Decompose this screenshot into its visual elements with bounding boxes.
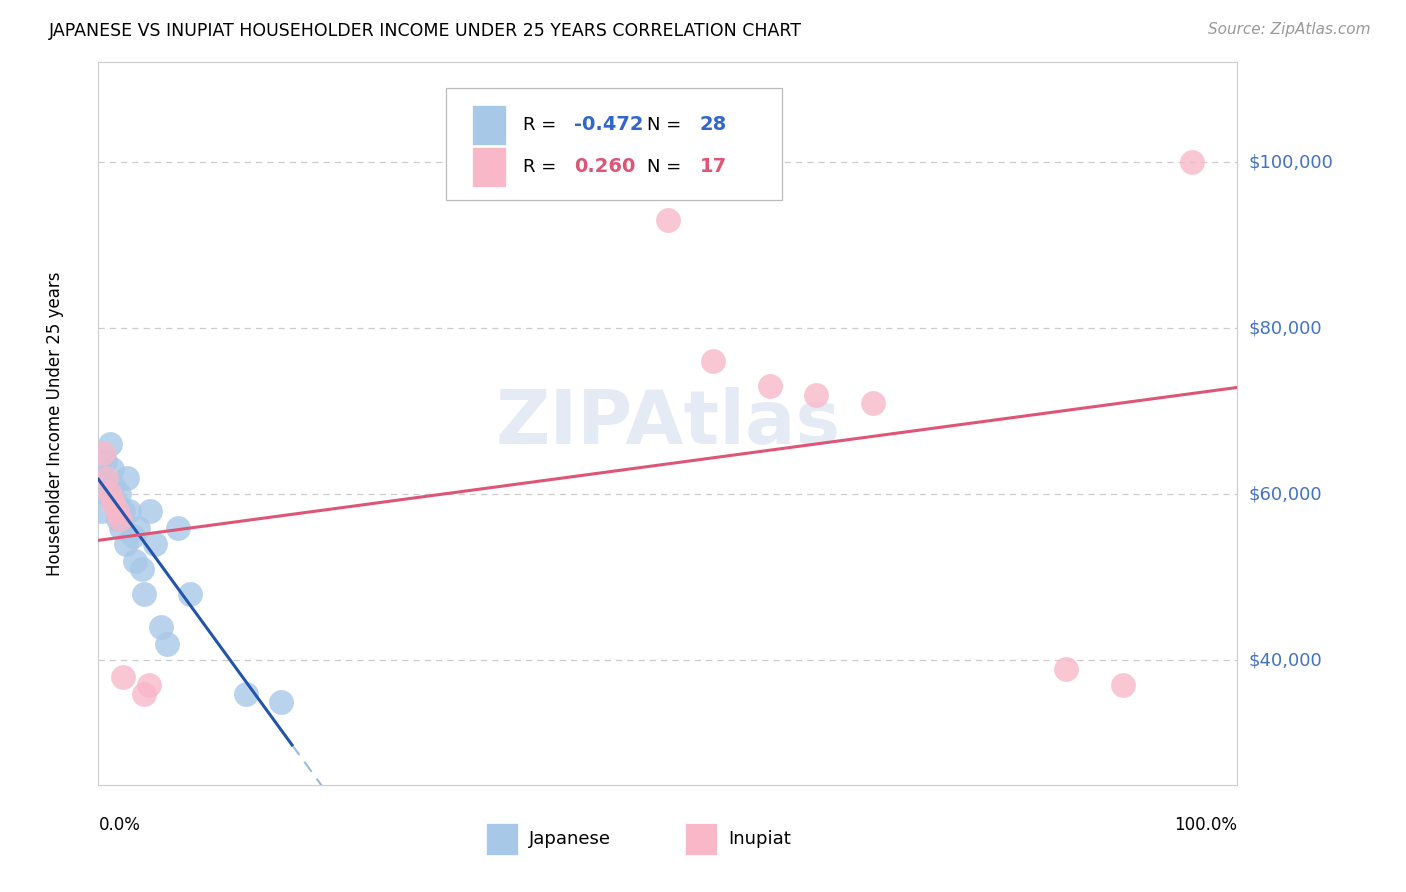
Point <box>759 379 782 393</box>
Point <box>1181 155 1204 169</box>
Point <box>121 529 143 543</box>
Bar <box>472 105 506 145</box>
Text: $100,000: $100,000 <box>1249 153 1333 171</box>
Text: 17: 17 <box>700 157 727 177</box>
Point <box>124 554 146 568</box>
Point <box>108 512 131 526</box>
Point <box>657 213 679 227</box>
Text: 100.0%: 100.0% <box>1174 815 1237 833</box>
Point <box>108 487 131 501</box>
Point <box>103 495 125 509</box>
Point <box>132 687 155 701</box>
Point <box>107 512 129 526</box>
Point <box>138 504 160 518</box>
Text: JAPANESE VS INUPIAT HOUSEHOLDER INCOME UNDER 25 YEARS CORRELATION CHART: JAPANESE VS INUPIAT HOUSEHOLDER INCOME U… <box>49 22 803 40</box>
Point <box>862 396 884 410</box>
Point <box>145 537 167 551</box>
Text: Householder Income Under 25 years: Householder Income Under 25 years <box>46 271 65 576</box>
Point <box>1112 678 1135 692</box>
Point <box>156 637 179 651</box>
Text: -0.472: -0.472 <box>575 115 644 135</box>
Point <box>270 695 292 709</box>
Point <box>104 495 127 509</box>
Point <box>103 479 125 493</box>
Text: 0.260: 0.260 <box>575 157 636 177</box>
Point <box>235 687 257 701</box>
Point <box>101 462 124 476</box>
Text: N =: N = <box>647 158 688 176</box>
Point <box>110 520 132 534</box>
Text: 28: 28 <box>700 115 727 135</box>
Point <box>132 587 155 601</box>
Text: $80,000: $80,000 <box>1249 319 1322 337</box>
Point <box>115 471 138 485</box>
Bar <box>485 823 517 855</box>
Point <box>114 537 136 551</box>
Point <box>179 587 201 601</box>
Point <box>96 487 118 501</box>
Bar <box>685 823 717 855</box>
Text: R =: R = <box>523 116 562 134</box>
Point <box>112 504 135 518</box>
Point <box>1054 662 1078 676</box>
Point <box>118 504 141 518</box>
Point <box>131 562 153 576</box>
Point <box>93 471 115 485</box>
Text: ZIPAtlas: ZIPAtlas <box>495 387 841 460</box>
FancyBboxPatch shape <box>446 87 782 200</box>
Bar <box>472 147 506 186</box>
Text: Inupiat: Inupiat <box>728 830 792 848</box>
Point <box>90 504 112 518</box>
Point <box>98 487 121 501</box>
Point <box>150 620 173 634</box>
Point <box>105 504 128 518</box>
Point <box>98 437 121 451</box>
Text: R =: R = <box>523 158 568 176</box>
Point <box>804 387 827 401</box>
Point <box>167 520 190 534</box>
Text: $60,000: $60,000 <box>1249 485 1322 503</box>
Point <box>96 471 118 485</box>
Point <box>138 678 160 692</box>
Point <box>702 354 724 368</box>
Point <box>112 670 135 684</box>
Text: Japanese: Japanese <box>529 830 612 848</box>
Text: 0.0%: 0.0% <box>98 815 141 833</box>
Point <box>91 446 114 460</box>
Text: $40,000: $40,000 <box>1249 651 1322 669</box>
Point <box>127 520 149 534</box>
Point <box>94 454 117 468</box>
Text: N =: N = <box>647 116 688 134</box>
Text: Source: ZipAtlas.com: Source: ZipAtlas.com <box>1208 22 1371 37</box>
